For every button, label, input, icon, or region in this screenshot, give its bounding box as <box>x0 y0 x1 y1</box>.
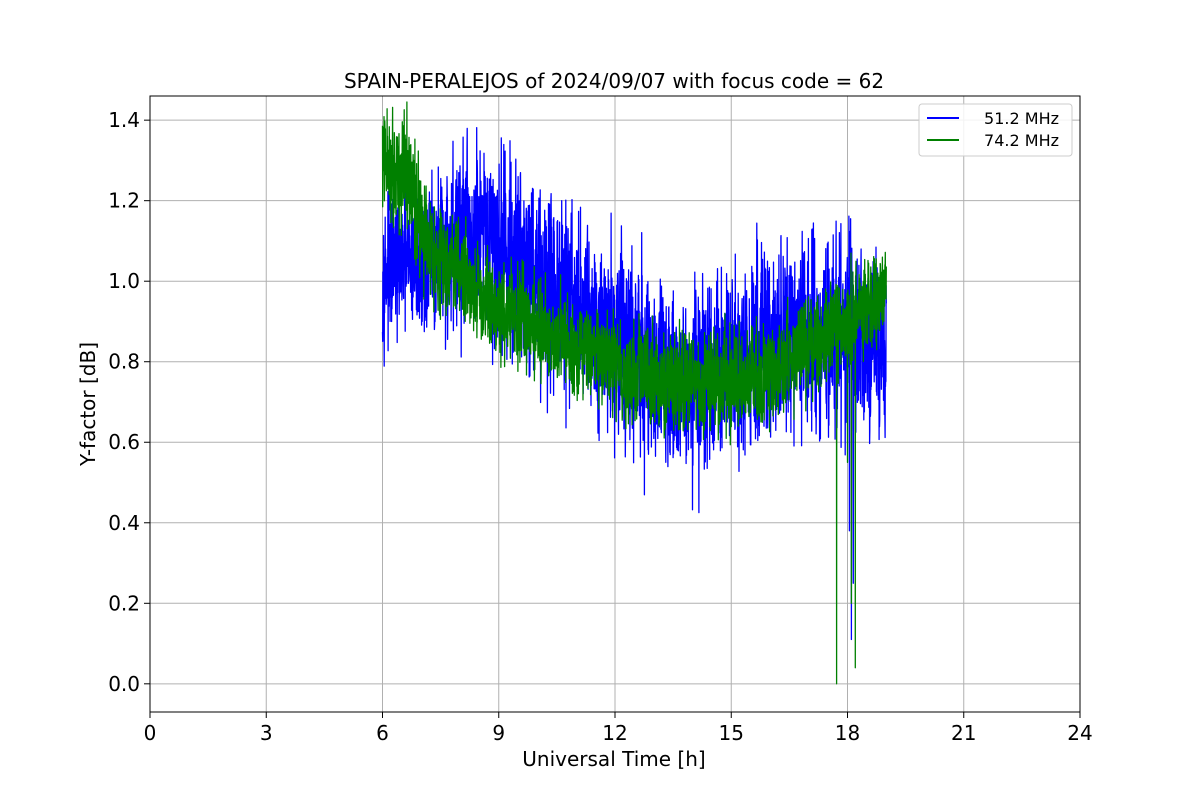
y-tick-label: 0.4 <box>108 511 140 535</box>
chart-title: SPAIN-PERALEJOS of 2024/09/07 with focus… <box>344 69 884 93</box>
y-tick-label: 0.8 <box>108 350 140 374</box>
plot-area <box>381 101 887 685</box>
axis-ticks: 0 3 6 9 12 15 18 21 24 0.0 0.2 0.4 0.6 0.8 1.0 1.2 1.4 <box>108 108 1093 745</box>
x-tick-label: 24 <box>1067 721 1092 745</box>
y-tick-label: 0.6 <box>108 430 140 454</box>
y-tick-label: 1.0 <box>108 269 140 293</box>
y-axis-label: Y-factor [dB] <box>76 342 100 467</box>
legend-label-2: 74.2 MHz <box>984 131 1059 150</box>
legend: 51.2 MHz 74.2 MHz <box>918 103 1073 157</box>
x-tick-label: 6 <box>376 721 389 745</box>
x-tick-label: 21 <box>951 721 976 745</box>
x-tick-label: 12 <box>602 721 627 745</box>
x-tick-label: 18 <box>835 721 860 745</box>
x-axis-label: Universal Time [h] <box>522 747 705 771</box>
y-tick-label: 1.2 <box>108 189 140 213</box>
x-tick-label: 15 <box>719 721 744 745</box>
series-line-2 <box>381 101 887 685</box>
y-tick-label: 0.2 <box>108 591 140 615</box>
x-tick-label: 9 <box>492 721 505 745</box>
x-tick-label: 3 <box>260 721 273 745</box>
legend-label-1: 51.2 MHz <box>984 109 1059 128</box>
y-tick-label: 1.4 <box>108 108 140 132</box>
y-tick-label: 0.0 <box>108 672 140 696</box>
x-tick-label: 0 <box>144 721 157 745</box>
